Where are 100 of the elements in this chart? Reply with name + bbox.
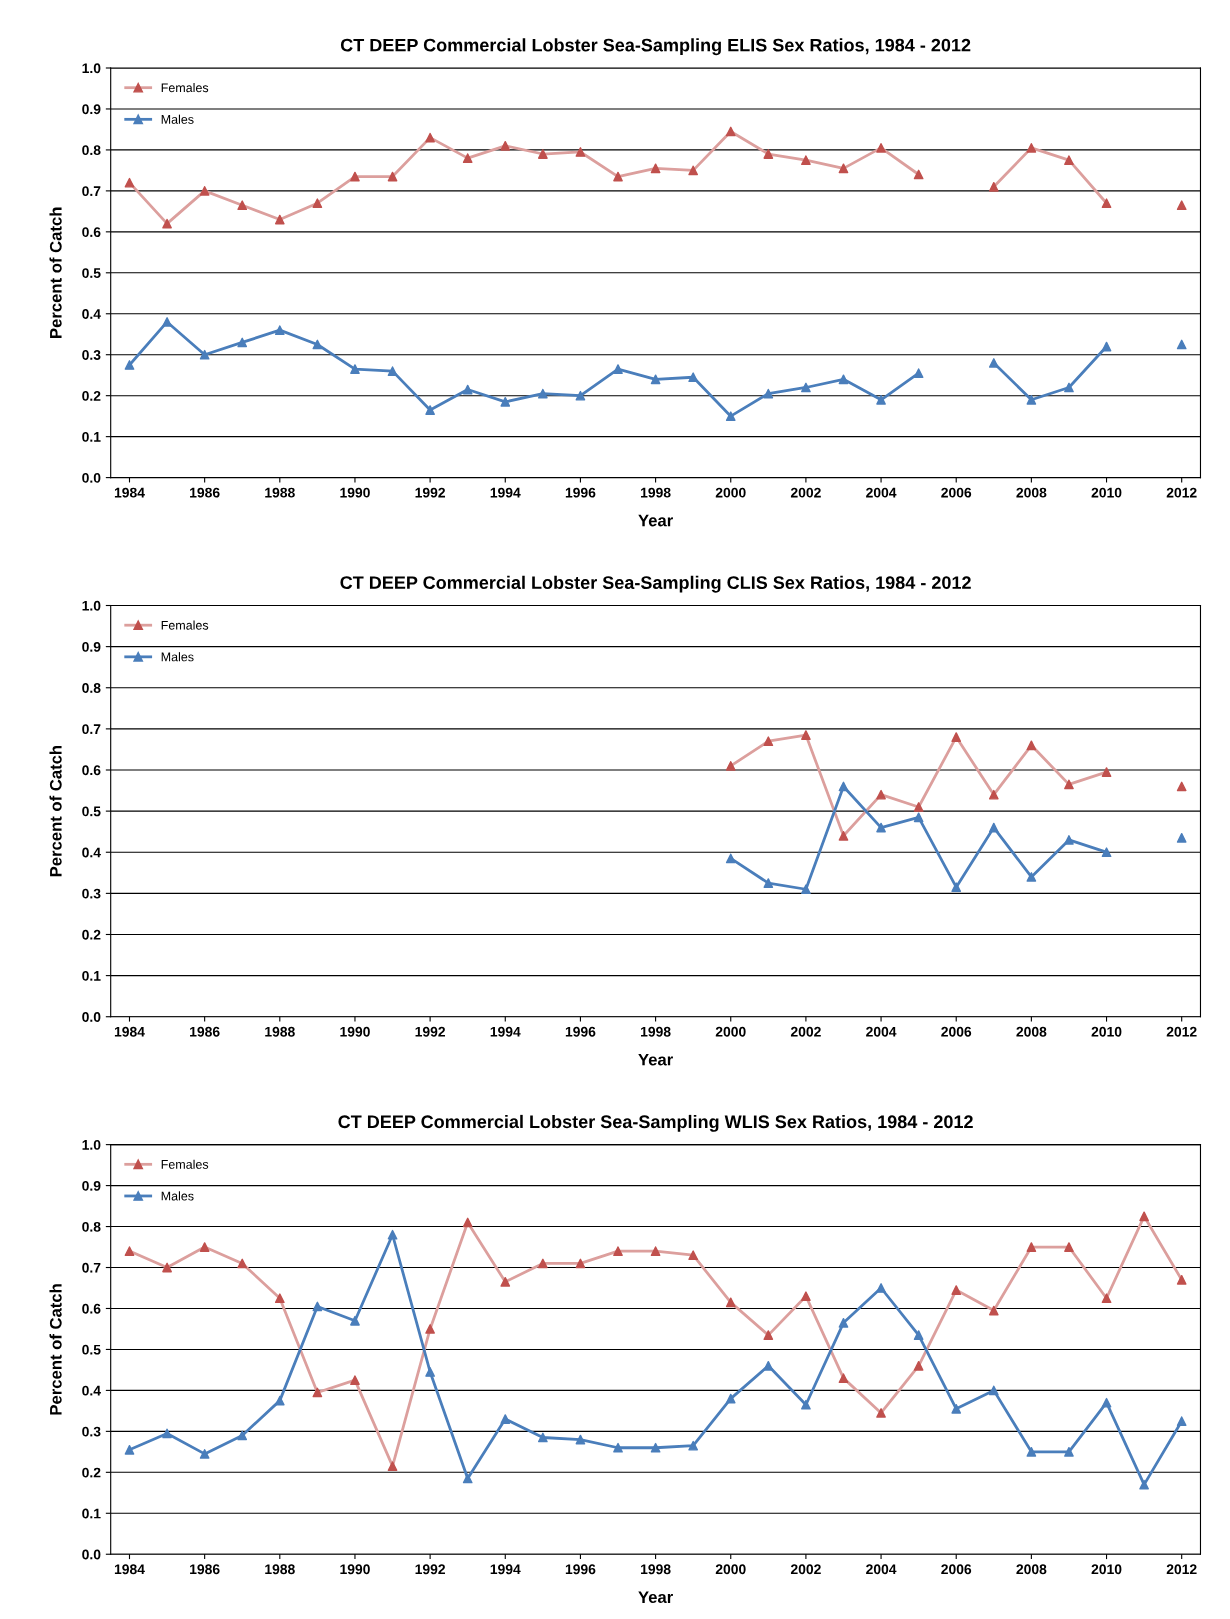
point [763,736,774,747]
y-tick-label: 0.7 [82,186,101,197]
y-tick-label: 0.2 [82,929,101,940]
point [1139,1479,1149,1490]
x-tick-label: 2004 [866,1564,897,1575]
x-tick-label: 2006 [941,1564,972,1575]
x-tick-label: 1998 [641,1564,671,1575]
point [199,1449,210,1459]
point [425,1324,435,1334]
x-tick-label: 2006 [941,1026,972,1037]
legend-label: Females [161,620,209,630]
point [1176,1274,1187,1285]
x-axis-title: Year [638,1053,673,1066]
point [500,140,511,151]
point [387,171,398,182]
point [537,1432,548,1443]
point [1101,847,1112,858]
point [425,1367,435,1377]
y-tick-label: 0.3 [82,350,101,360]
point [387,1461,398,1472]
point [312,1301,323,1312]
x-tick-label: 2012 [1166,1564,1197,1575]
point [650,374,661,385]
point [763,388,774,399]
point [350,1375,360,1386]
point [1064,155,1074,166]
y-tick-label: 0.4 [82,309,101,319]
point [1176,832,1187,843]
x-tick-label: 1990 [340,487,370,498]
point [650,1246,661,1256]
point [1064,1446,1074,1457]
x-tick-label: 2010 [1091,1564,1122,1575]
x-tick-label: 1984 [114,487,145,498]
x-tick-label: 1988 [265,1564,295,1575]
point [537,149,548,159]
x-tick-label: 1992 [415,1026,446,1037]
x-tick-label: 1994 [490,487,521,498]
point [1101,1397,1112,1408]
point [1064,382,1074,393]
y-tick-label: 0.3 [82,888,101,899]
chart-title: CT DEEP Commercial Lobster Sea-Sampling WLIS Sex Ratios, 1984 - 2012 [338,1114,973,1132]
point [1064,1242,1074,1252]
point [425,405,435,415]
point [575,1434,586,1445]
x-tick-label: 1996 [565,1026,596,1037]
point [387,366,398,376]
point [312,1387,323,1398]
x-tick-label: 2012 [1166,1026,1197,1037]
chart-title: CT DEEP Commercial Lobster Sea-Sampling ELIS Sex Ratios, 1984 - 2012 [340,38,971,56]
point [763,878,774,888]
legend-label: Females [161,1159,209,1169]
x-tick-label: 1990 [340,1026,370,1037]
point [462,153,473,163]
point [725,411,736,422]
point [350,1315,360,1326]
x-tick-label: 1988 [265,1026,295,1037]
x-tick-label: 1998 [641,1026,671,1037]
y-tick-label: 0.3 [82,1426,101,1437]
y-tick-label: 0.9 [82,1180,101,1191]
y-tick-label: 0.9 [82,104,101,115]
point [838,1373,849,1383]
point [838,830,849,841]
y-tick-label: 0.6 [82,227,101,238]
legend-label: Males [161,652,194,662]
point [199,349,210,360]
x-tick-label: 2002 [790,487,821,498]
point [425,132,435,143]
y-tick-label: 0.7 [82,1262,101,1273]
y-tick-label: 0.5 [82,806,101,817]
point [951,882,962,893]
point [1176,339,1187,350]
y-tick-label: 0.1 [82,431,101,442]
point [988,358,999,368]
point [537,388,548,399]
y-tick-label: 0.2 [82,1467,101,1478]
point [350,171,360,182]
point [575,147,586,157]
point [124,177,135,188]
x-tick-label: 1994 [490,1026,521,1037]
x-tick-label: 1986 [190,487,220,498]
x-tick-label: 2000 [715,1564,746,1575]
x-tick-label: 2008 [1016,1564,1047,1575]
point [162,1428,172,1439]
y-tick-label: 0.5 [82,268,101,278]
y-tick-label: 0.0 [82,1012,101,1022]
point [575,1258,586,1269]
point [1139,1211,1149,1222]
point [801,382,811,393]
point [199,1242,210,1252]
point [1101,198,1112,209]
point [650,1442,661,1453]
point [1026,143,1037,153]
point [876,1283,886,1293]
point [1064,835,1074,845]
point [913,169,924,180]
point [312,339,323,350]
x-tick-label: 1994 [490,1564,521,1575]
point [462,384,473,395]
point [913,812,924,823]
point [725,126,736,137]
